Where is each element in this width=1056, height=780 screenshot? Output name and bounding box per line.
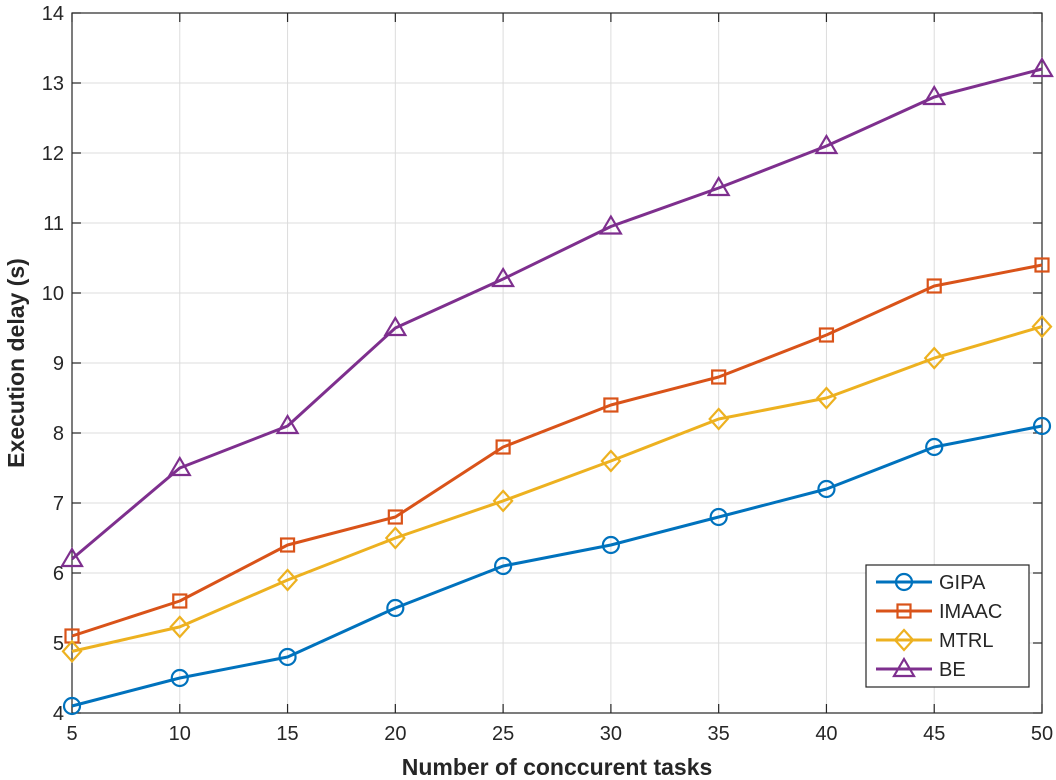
data-point-be [167,455,192,477]
data-point-mtrl [923,346,945,370]
series-line-gipa [71,424,1043,708]
data-point-be [706,175,731,197]
data-point-gipa [278,647,297,667]
y-tick-label: 6 [53,563,64,585]
x-tick-label: 30 [600,723,622,745]
data-point-mtrl [708,407,730,431]
legend-item-be: BE [876,656,966,681]
data-point-mtrl [1031,314,1053,339]
legend-box [865,564,1030,688]
legend-label-mtrl: MTRL [939,630,993,652]
data-point-gipa [925,437,944,457]
data-point-mtrl [61,639,83,664]
data-point-be [275,413,300,435]
y-tick-label: 11 [43,213,64,235]
y-tick-label: 10 [42,283,64,305]
data-point-be [1030,56,1054,78]
x-tick-label: 10 [169,723,191,745]
data-point-imaac [711,369,727,385]
data-point-imaac [387,509,403,525]
data-point-mtrl [600,449,622,473]
data-point-be [922,84,947,106]
data-point-mtrl [384,526,406,550]
data-point-be [814,133,839,155]
y-tick-label: 8 [53,423,64,445]
series-imaac [64,257,1050,644]
legend-marker-mtrl [893,628,915,652]
x-tick-label: 40 [815,723,837,745]
legend-label-imaac: IMAAC [939,601,1002,623]
x-tick-label: 35 [708,723,730,745]
y-tick-label: 9 [53,353,64,375]
data-point-gipa [386,598,405,618]
data-point-imaac [1034,257,1050,273]
data-point-gipa [601,535,620,555]
x-tick-label: 15 [276,723,298,745]
legend-item-mtrl: MTRL [876,628,993,652]
x-tick-label: 45 [923,723,945,745]
data-point-be [383,315,408,337]
data-point-be [598,214,623,235]
data-point-gipa [170,668,189,688]
x-tick-label: 5 [66,723,77,745]
data-point-imaac [279,537,296,553]
x-tick-label: 20 [384,723,406,745]
legend-label-be: BE [939,659,966,681]
data-point-gipa [817,479,836,499]
y-tick-label: 13 [42,73,64,95]
data-point-mtrl [277,568,299,592]
data-point-mtrl [169,615,191,639]
series-gipa [62,416,1052,716]
data-point-imaac [495,439,511,455]
legend-item-gipa: GIPA [876,572,986,594]
data-point-mtrl [815,386,837,410]
data-point-imaac [172,593,188,609]
data-point-gipa [494,556,513,576]
y-tick-label: 12 [42,143,64,165]
y-tick-label: 5 [53,633,64,655]
legend-marker-gipa [894,572,914,592]
x-axis-title: Number of conccurent tasks [402,754,713,780]
x-tick-label: 25 [492,723,514,745]
y-tick-label: 4 [53,703,64,725]
series-be [60,56,1054,568]
legend-item-imaac: IMAAC [876,601,1002,623]
data-point-mtrl [492,489,514,513]
data-point-imaac [926,278,942,294]
legend-marker-imaac [896,603,912,619]
series-line-mtrl [71,325,1043,653]
x-tick-label: 50 [1031,723,1053,745]
data-point-gipa [1032,416,1052,436]
data-point-imaac [818,327,835,343]
data-point-gipa [62,696,82,716]
series-layer [60,56,1054,716]
data-point-gipa [709,507,728,527]
legend-label-gipa: GIPA [939,572,986,594]
y-tick-label: 7 [53,493,64,515]
legend-marker-be [892,656,916,678]
series-line-imaac [71,263,1043,638]
data-point-imaac [603,397,619,413]
data-point-be [491,266,516,288]
series-line-be [71,67,1043,561]
y-tick-label: 14 [42,3,64,25]
data-point-be [60,546,84,568]
series-mtrl [61,314,1053,664]
y-axis-title: Execution delay (s) [3,258,29,468]
legend: GIPA IMAAC MTRL BE [865,564,1030,688]
